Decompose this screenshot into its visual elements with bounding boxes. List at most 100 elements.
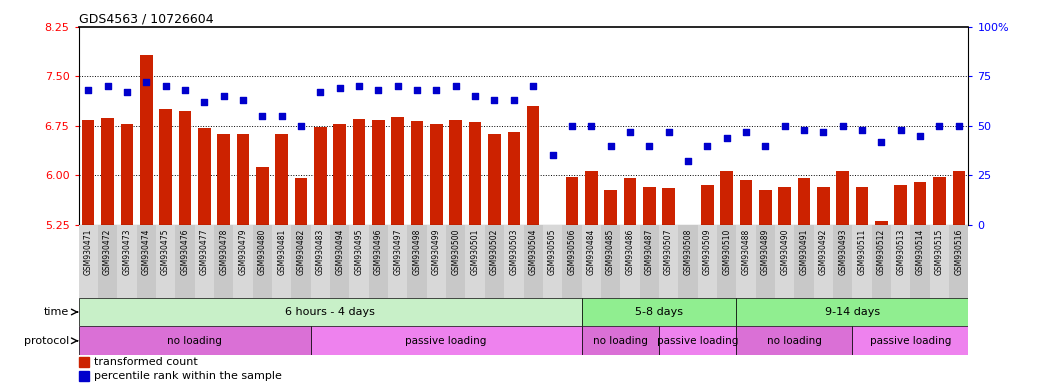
Point — [177, 87, 194, 93]
Bar — [817, 187, 829, 225]
Bar — [697, 225, 717, 298]
Bar — [852, 225, 872, 298]
Point — [254, 113, 271, 119]
Bar — [581, 298, 736, 326]
Bar — [736, 326, 852, 355]
Bar — [140, 55, 153, 225]
Bar — [488, 134, 500, 225]
Bar — [620, 225, 640, 298]
Bar — [756, 225, 775, 298]
Text: no loading: no loading — [766, 336, 822, 346]
Bar — [388, 225, 407, 298]
Text: GSM930506: GSM930506 — [567, 228, 576, 275]
Point — [138, 79, 155, 85]
Point — [718, 134, 735, 141]
Point — [737, 129, 754, 135]
Text: GSM930507: GSM930507 — [664, 228, 673, 275]
Point — [931, 123, 948, 129]
Point — [563, 123, 580, 129]
Text: 5-8 days: 5-8 days — [634, 307, 683, 317]
Bar — [311, 225, 330, 298]
Point — [312, 89, 329, 95]
Bar — [833, 225, 852, 298]
Bar — [214, 225, 233, 298]
Point — [776, 123, 793, 129]
Text: GSM930478: GSM930478 — [219, 228, 228, 275]
Bar — [875, 221, 888, 225]
Bar — [195, 225, 214, 298]
Bar — [855, 187, 868, 225]
Bar — [407, 225, 427, 298]
Text: GSM930505: GSM930505 — [548, 228, 557, 275]
Point — [292, 123, 309, 129]
Point — [370, 87, 386, 93]
Point — [408, 87, 425, 93]
Text: GSM930472: GSM930472 — [103, 228, 112, 275]
Bar — [79, 225, 97, 298]
Text: GSM930499: GSM930499 — [432, 228, 441, 275]
Bar — [257, 167, 269, 225]
Text: GSM930473: GSM930473 — [122, 228, 131, 275]
Bar — [79, 326, 311, 355]
Point — [428, 87, 445, 93]
Bar — [643, 187, 655, 225]
Bar — [120, 124, 133, 225]
Text: GSM930471: GSM930471 — [84, 228, 93, 275]
Bar — [759, 190, 772, 225]
Point — [680, 158, 696, 164]
Bar — [720, 170, 733, 225]
Bar — [562, 225, 581, 298]
Point — [892, 127, 909, 133]
Bar — [117, 225, 136, 298]
Text: 6 hours - 4 days: 6 hours - 4 days — [285, 307, 375, 317]
Bar — [350, 225, 369, 298]
Bar — [739, 180, 753, 225]
Point — [467, 93, 484, 99]
Point — [486, 97, 503, 103]
Bar — [294, 179, 308, 225]
Point — [853, 127, 870, 133]
Point — [235, 97, 251, 103]
Text: GSM930500: GSM930500 — [451, 228, 461, 275]
Bar — [179, 111, 192, 225]
Text: 9-14 days: 9-14 days — [825, 307, 879, 317]
Text: GSM930501: GSM930501 — [471, 228, 480, 275]
Bar — [894, 185, 907, 225]
Bar — [798, 179, 810, 225]
Bar — [330, 225, 350, 298]
Point — [912, 132, 929, 139]
Bar — [369, 225, 388, 298]
Text: GSM930511: GSM930511 — [857, 228, 867, 275]
Text: GSM930495: GSM930495 — [355, 228, 363, 275]
Text: GSM930498: GSM930498 — [413, 228, 422, 275]
Point — [873, 139, 890, 145]
Bar — [581, 326, 659, 355]
Bar — [430, 124, 443, 225]
Bar — [333, 124, 346, 225]
Text: GSM930486: GSM930486 — [625, 228, 634, 275]
Text: GSM930490: GSM930490 — [780, 228, 789, 275]
Point — [622, 129, 639, 135]
Bar — [97, 225, 117, 298]
Text: GSM930509: GSM930509 — [703, 228, 712, 275]
Bar — [736, 225, 756, 298]
Text: time: time — [44, 307, 69, 317]
Point — [815, 129, 831, 135]
Bar — [930, 225, 950, 298]
Text: transformed count: transformed count — [93, 358, 198, 367]
Bar — [449, 121, 462, 225]
Text: GSM930474: GSM930474 — [141, 228, 151, 275]
Point — [157, 83, 174, 89]
Bar — [79, 357, 89, 367]
Point — [796, 127, 812, 133]
Bar — [136, 225, 156, 298]
Bar — [156, 225, 175, 298]
Bar — [565, 177, 578, 225]
Point — [216, 93, 232, 99]
Text: passive loading: passive loading — [656, 336, 738, 346]
Bar — [469, 122, 482, 225]
Point — [80, 87, 96, 93]
Text: no loading: no loading — [168, 336, 222, 346]
Point — [331, 85, 348, 91]
Bar — [427, 225, 446, 298]
